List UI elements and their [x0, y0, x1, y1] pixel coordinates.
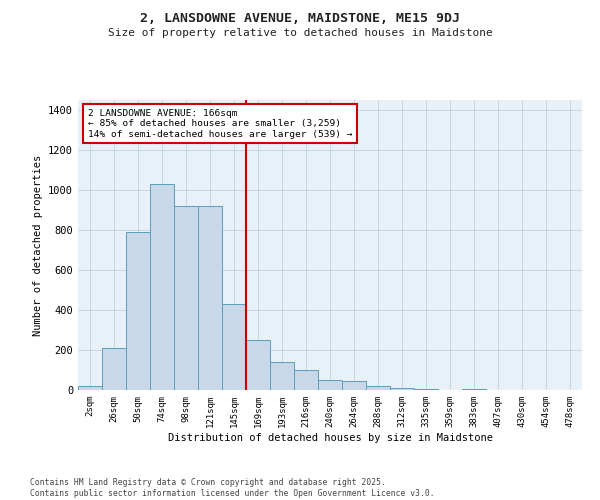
Bar [174, 206, 198, 390]
Text: 2, LANSDOWNE AVENUE, MAIDSTONE, ME15 9DJ: 2, LANSDOWNE AVENUE, MAIDSTONE, ME15 9DJ [140, 12, 460, 26]
Bar [390, 388, 414, 390]
Bar [126, 232, 150, 390]
Bar [198, 206, 222, 390]
Bar [150, 184, 174, 390]
Bar [318, 380, 342, 390]
Bar [102, 348, 126, 390]
Y-axis label: Number of detached properties: Number of detached properties [32, 154, 43, 336]
X-axis label: Distribution of detached houses by size in Maidstone: Distribution of detached houses by size … [167, 432, 493, 442]
Bar [294, 370, 318, 390]
Bar [414, 389, 438, 390]
Bar [222, 304, 246, 390]
Bar [366, 386, 390, 390]
Text: Contains HM Land Registry data © Crown copyright and database right 2025.
Contai: Contains HM Land Registry data © Crown c… [30, 478, 434, 498]
Text: Size of property relative to detached houses in Maidstone: Size of property relative to detached ho… [107, 28, 493, 38]
Bar [462, 389, 486, 390]
Bar [342, 381, 366, 390]
Bar [246, 340, 270, 390]
Bar [78, 386, 102, 390]
Text: 2 LANSDOWNE AVENUE: 166sqm
← 85% of detached houses are smaller (3,259)
14% of s: 2 LANSDOWNE AVENUE: 166sqm ← 85% of deta… [88, 108, 353, 138]
Bar [270, 362, 294, 390]
